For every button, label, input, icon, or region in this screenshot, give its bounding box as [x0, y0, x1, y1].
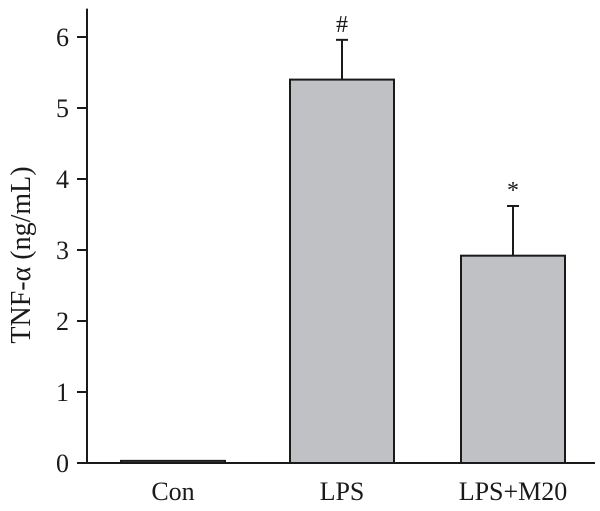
error-bars: [336, 38, 519, 256]
y-axis-ticks: 0 1 2 3 4 5 6: [56, 23, 87, 478]
bars: [120, 78, 566, 464]
x-axis-ticks: Con LPS LPS+M20: [151, 477, 567, 506]
significance-markers: #*: [336, 12, 519, 204]
bar-lps-m20: [460, 254, 566, 464]
y-tick-label: 5: [56, 94, 69, 123]
y-tick-label: 2: [56, 307, 69, 336]
y-tick-label: 3: [56, 236, 69, 265]
x-tick-label: LPS: [320, 477, 365, 506]
y-tick-label: 4: [56, 165, 69, 194]
x-tick-label: Con: [151, 477, 194, 506]
y-tick-label: 6: [56, 23, 69, 52]
x-tick-label: LPS+M20: [459, 477, 568, 506]
y-tick-label: 0: [56, 449, 69, 478]
bar-lps: [289, 78, 395, 464]
y-axis-title: TNF-α (ng/mL): [6, 166, 37, 343]
significance-marker: #: [336, 12, 348, 38]
y-tick-label: 1: [56, 378, 69, 407]
bar-con: [120, 459, 226, 464]
significance-marker: *: [507, 178, 519, 204]
